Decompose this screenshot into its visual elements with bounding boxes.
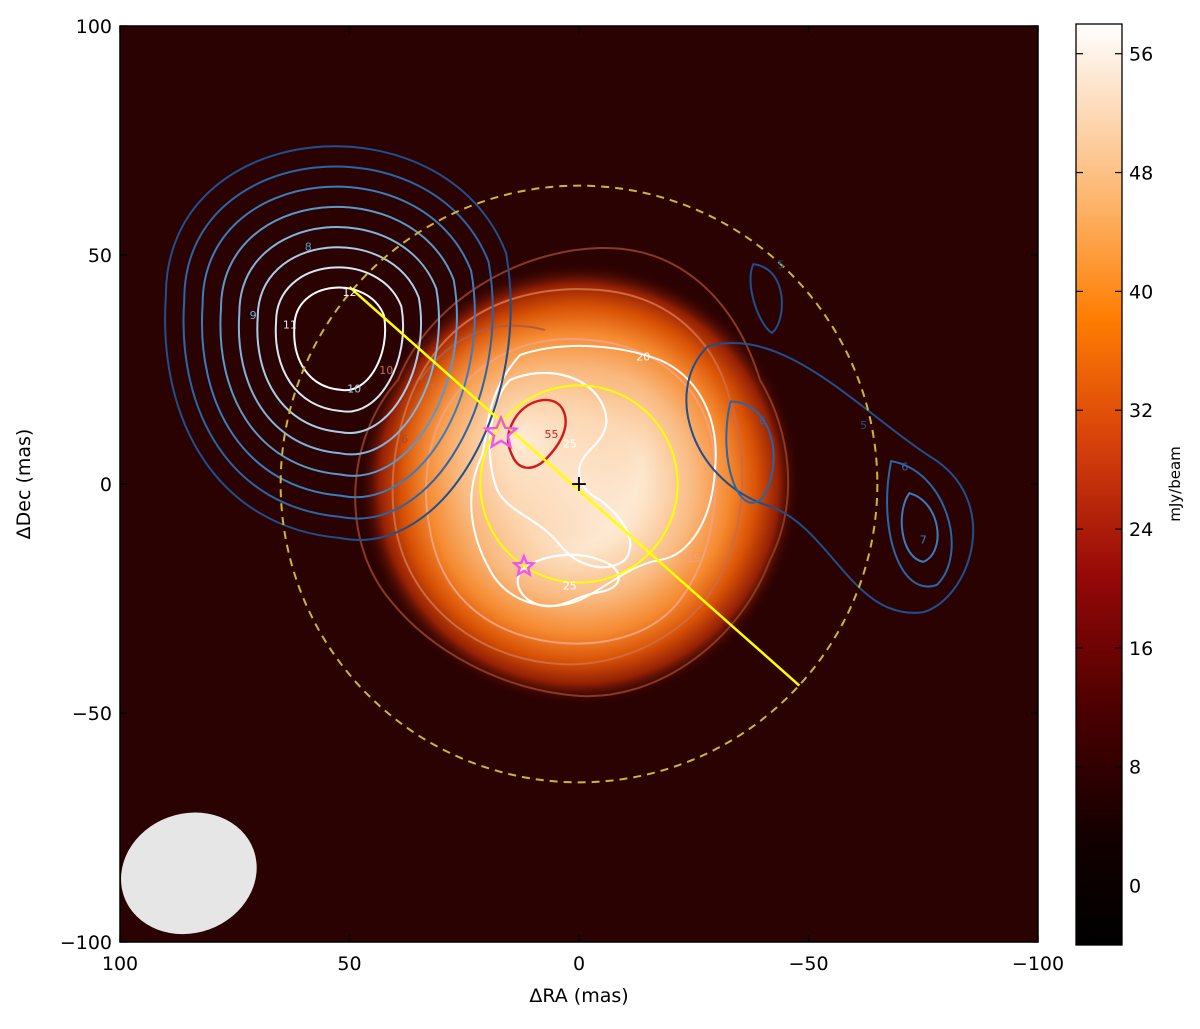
y-tick-label-0: 100 <box>76 16 112 38</box>
absorption-contour-ne-5 <box>164 145 512 541</box>
x-tick-label-1: 50 <box>337 953 361 975</box>
absorption-contour-ne-10 <box>256 246 423 435</box>
x-tick-label-3: −50 <box>788 953 828 975</box>
absorption-contour-ne-7 <box>200 185 476 499</box>
emission-contour-25-north <box>488 371 632 569</box>
colorbar-ticks: 0 8 16 24 32 40 48 56 <box>1076 44 1153 898</box>
colorbar-label: mJy/beam <box>1166 446 1184 522</box>
photosphere-circle <box>479 384 679 584</box>
absorption-contour-ne-6 <box>182 165 494 520</box>
emission-contour-6 <box>354 246 790 698</box>
star-marker-small <box>511 553 537 578</box>
y-axis-title: ΔDec (mas) <box>13 429 35 540</box>
colorbar-tick-label-0: 0 <box>1129 876 1141 898</box>
y-tick-label-3: −50 <box>72 703 112 725</box>
emission-contour-label-2: 55 <box>544 428 558 441</box>
absorption-contour-label-4: 10 <box>347 382 361 395</box>
colorbar-tick-label-5: 40 <box>1129 281 1153 303</box>
absorption-contour-label-8: 6 <box>901 460 908 473</box>
absorption-contour-w-1 <box>725 400 775 504</box>
x-axis-title: ΔRA (mas) <box>529 985 628 1007</box>
absorption-contour-w-3 <box>900 492 939 563</box>
colorbar-tick-label-1: 8 <box>1129 757 1141 779</box>
colorbar-tick-label-6: 48 <box>1129 163 1153 185</box>
colorbar-tick-label-4: 32 <box>1129 400 1153 422</box>
emission-contour-label-0: 20 <box>636 350 650 363</box>
star-marker-large <box>482 414 520 450</box>
absorption-contour-ne-8 <box>219 206 458 477</box>
absorption-contour-ne-11 <box>274 266 404 413</box>
emission-contour-10 <box>419 324 546 381</box>
x-tick-label-4: −100 <box>1012 953 1064 975</box>
emission-contour-7 <box>391 288 744 666</box>
y-tick-label-1: 50 <box>88 245 112 267</box>
x-tick-label-2: 0 <box>573 953 585 975</box>
emission-contour-15 <box>425 338 717 645</box>
absorption-contour-label-7: 5 <box>860 419 867 432</box>
emission-contour-label-3: 25 <box>563 579 577 592</box>
emission-contour-label-6: 7 <box>429 382 436 395</box>
center-marker: + <box>570 472 588 497</box>
absorption-contour-label-0: 8 <box>305 240 312 253</box>
colorbar <box>1075 23 1123 946</box>
colorbar-tick-label-7: 56 <box>1129 44 1153 66</box>
absorption-contour-label-2: 11 <box>283 318 297 331</box>
absorption-contour-ne-12 <box>293 286 387 392</box>
colorbar-tick-label-2: 16 <box>1129 638 1153 660</box>
colorbar-tick-label-3: 24 <box>1129 519 1153 541</box>
x-tick-label-0: 100 <box>102 953 138 975</box>
emission-contour-label-1: 25 <box>563 437 577 450</box>
dashed-circle <box>279 184 879 784</box>
absorption-contour-label-1: 9 <box>250 309 257 322</box>
absorption-contour-label-5: 5 <box>777 259 784 272</box>
absorption-contour-w-4 <box>749 263 783 335</box>
overlay-layer: + <box>121 184 879 935</box>
emission-contour-label-7: 6 <box>401 433 408 446</box>
emission-contour-20 <box>470 344 717 607</box>
absorption-contour-label-3: 12 <box>343 286 357 299</box>
absorption-contour-label-6: 6 <box>759 414 766 427</box>
absorption-contour-label-9: 7 <box>920 534 927 547</box>
emission-contour-label-4: 15 <box>687 552 701 565</box>
axis-line <box>348 286 801 687</box>
beam-ellipse <box>121 812 257 935</box>
absorption-contour-w-0 <box>685 342 975 614</box>
contour-labels: 20 25 55 25 15 10 7 6 8 9 11 12 10 5 6 5 6 7 <box>250 240 927 592</box>
emission-contour-25-south <box>516 553 620 608</box>
absorption-contour-w-2 <box>886 459 953 588</box>
emission-contour-label-5: 10 <box>379 364 393 377</box>
y-tick-label-4: −100 <box>60 932 112 954</box>
y-tick-label-2: 0 <box>100 474 112 496</box>
absorption-contour-ne-9 <box>237 226 440 456</box>
absorption-contours <box>164 145 975 614</box>
